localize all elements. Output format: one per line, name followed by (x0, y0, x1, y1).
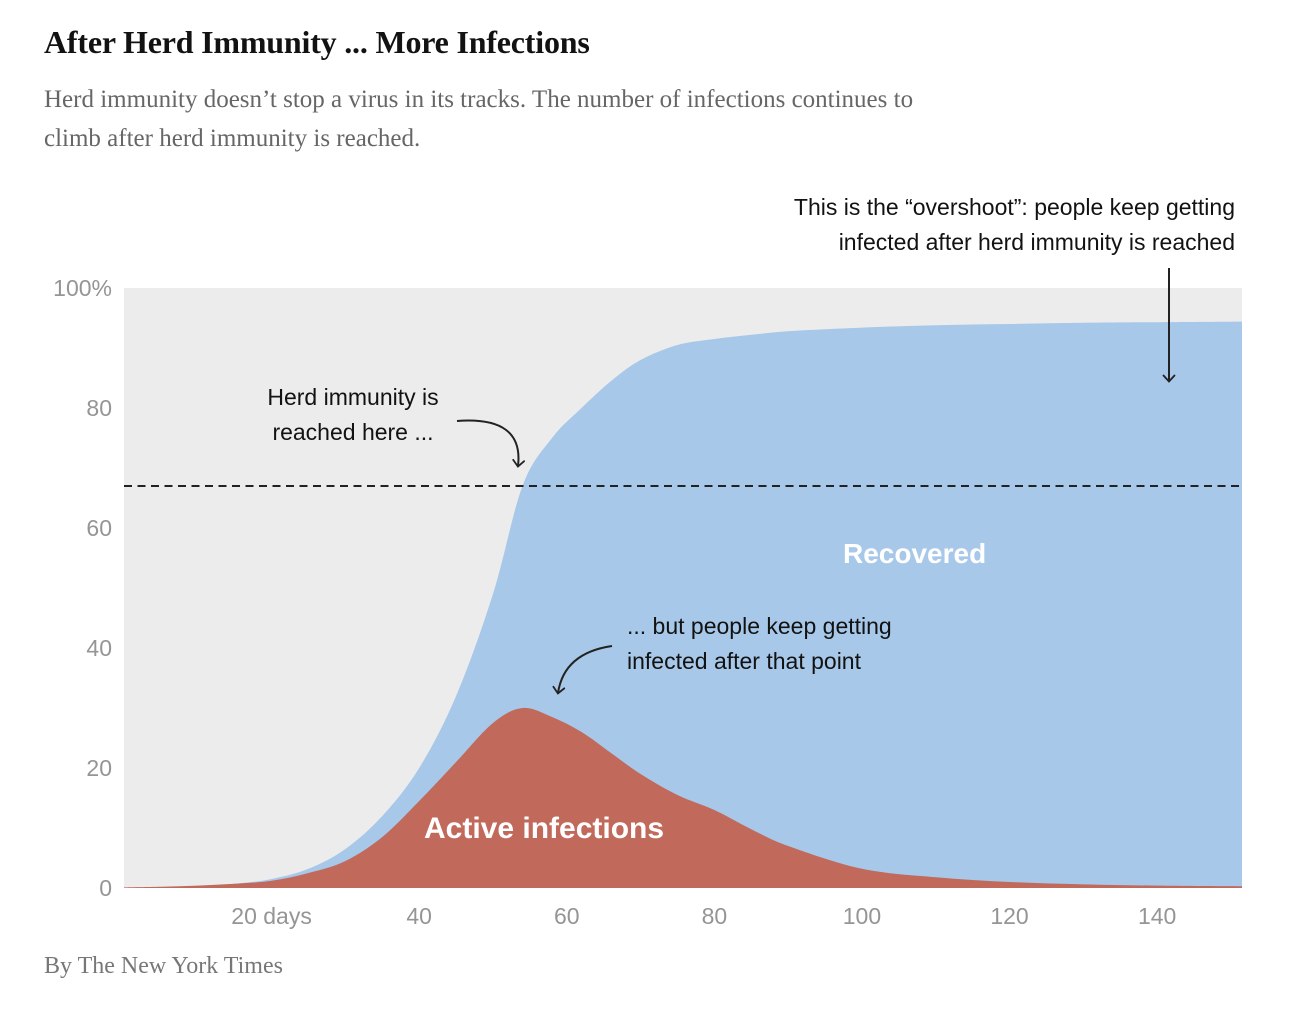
y-axis-label-0: 0 (99, 875, 112, 901)
x-axis-label-100: 100 (842, 903, 882, 929)
y-axis-label-60: 60 (86, 515, 112, 541)
x-axis-label-60: 60 (553, 903, 580, 929)
source-byline: By The New York Times (44, 953, 283, 979)
annotation-overshoot-line-1: This is the “overshoot”: people keep get… (793, 194, 1235, 220)
annotation-herd-line-2: reached here ... (272, 419, 434, 445)
x-axis-label-80: 80 (701, 903, 728, 929)
active-infections-area-label: Active infections (424, 812, 665, 845)
active-infections-area (124, 707, 1242, 888)
arrow-keep-infected-icon (552, 645, 613, 695)
y-axis-label-80: 80 (86, 395, 112, 421)
arrow-herd-immunity-icon (456, 419, 526, 468)
annotation-overshoot-line-2: infected after herd immunity is reached (838, 229, 1235, 255)
x-axis-label-20: 20 days (231, 903, 312, 929)
subtitle-line-2: climb after herd immunity is reached. (44, 125, 421, 152)
y-axis-label-20: 20 (86, 755, 112, 781)
recovered-area (124, 321, 1242, 889)
annotation-herd-line-1: Herd immunity is (267, 384, 439, 410)
page-title: After Herd Immunity ... More Infections (44, 24, 590, 60)
annotation-herd-immunity: Herd immunity is reached here ... (193, 380, 513, 450)
recovered-area-label: Recovered (843, 538, 987, 569)
subtitle-line-1: Herd immunity doesn’t stop a virus in it… (44, 86, 914, 113)
annotation-keep-infected-line-2: infected after that point (627, 648, 861, 674)
x-axis-label-40: 40 (406, 903, 432, 929)
annotation-keep-infected: ... but people keep getting infected aft… (627, 609, 892, 679)
chart-subtitle: Herd immunity doesn’t stop a virus in it… (44, 80, 913, 158)
annotation-overshoot: This is the “overshoot”: people keep get… (794, 190, 1235, 260)
x-axis-label-120: 120 (990, 903, 1029, 929)
annotation-keep-infected-line-1: ... but people keep getting (627, 613, 892, 639)
y-axis-label-40: 40 (86, 635, 112, 661)
x-axis-label-140: 140 (1137, 903, 1177, 929)
y-axis-label-100: 100% (53, 275, 112, 301)
